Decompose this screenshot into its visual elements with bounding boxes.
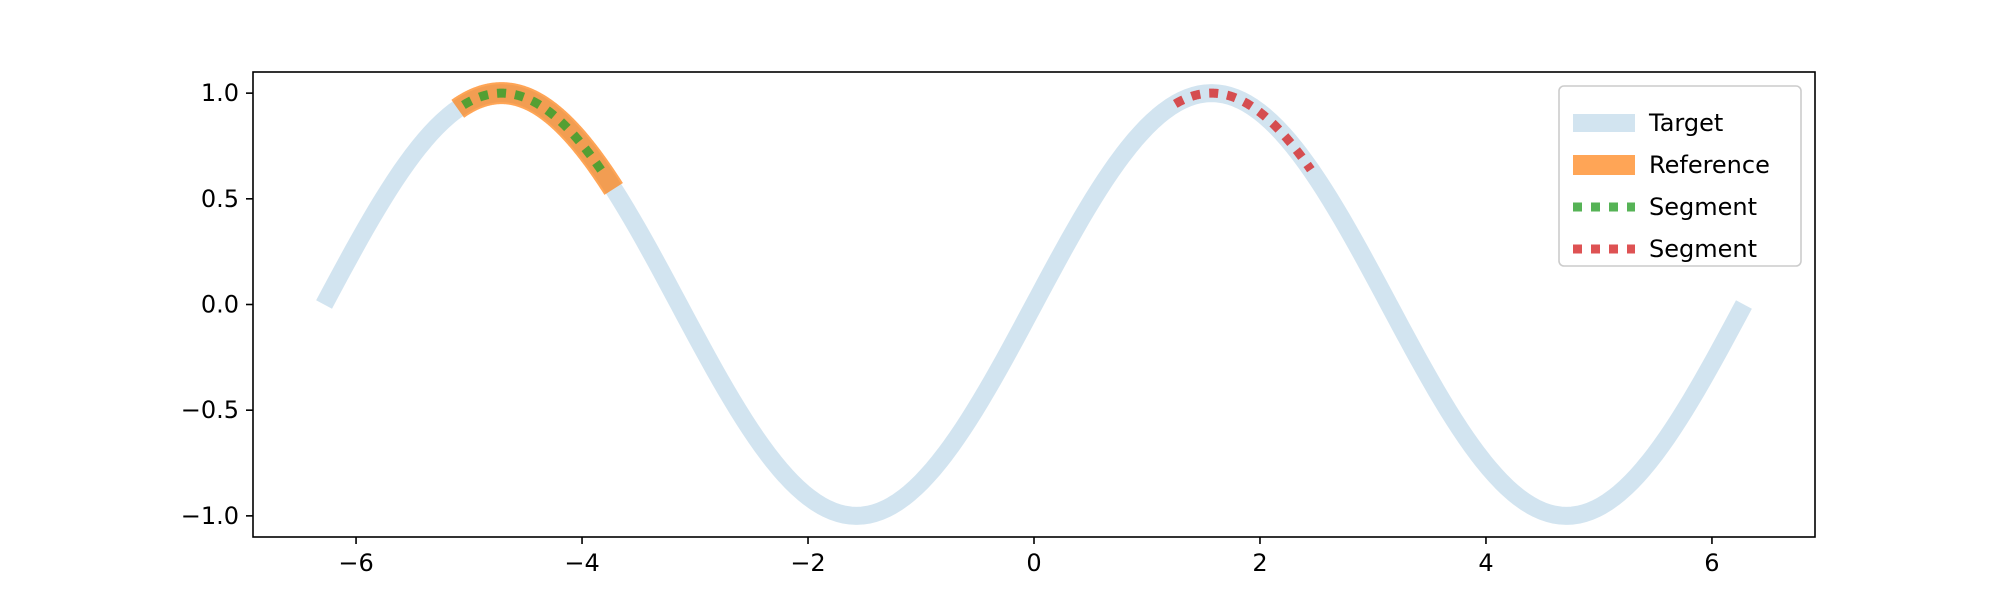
y-tick-label: −1.0 bbox=[181, 502, 239, 530]
x-tick-label: −6 bbox=[338, 549, 373, 577]
x-tick-label: −4 bbox=[564, 549, 599, 577]
legend-label: Reference bbox=[1649, 151, 1770, 179]
series-layer bbox=[316, 82, 1752, 525]
legend-label: Segment bbox=[1649, 193, 1757, 221]
x-tick-label: 0 bbox=[1026, 549, 1041, 577]
y-tick-label: 0.0 bbox=[201, 291, 239, 319]
x-tick-label: 2 bbox=[1252, 549, 1267, 577]
x-tick-label: 4 bbox=[1478, 549, 1493, 577]
y-tick-label: −0.5 bbox=[181, 396, 239, 424]
y-tick-label: 0.5 bbox=[201, 185, 239, 213]
x-tick-label: 6 bbox=[1704, 549, 1719, 577]
y-axis: −1.0 −0.5 0.0 0.5 1.0 bbox=[181, 79, 253, 530]
legend-label: Target bbox=[1648, 109, 1723, 137]
y-tick-label: 1.0 bbox=[201, 79, 239, 107]
x-axis: −6 −4 −2 0 2 4 6 bbox=[338, 537, 1720, 577]
series-line-segment-3 bbox=[459, 88, 609, 179]
legend: Target Reference Segment Segment bbox=[1558, 85, 1802, 267]
series-line-segment-4 bbox=[1171, 88, 1315, 174]
legend-label: Segment bbox=[1649, 235, 1757, 263]
x-tick-label: −2 bbox=[790, 549, 825, 577]
legend-box bbox=[1558, 85, 1802, 267]
